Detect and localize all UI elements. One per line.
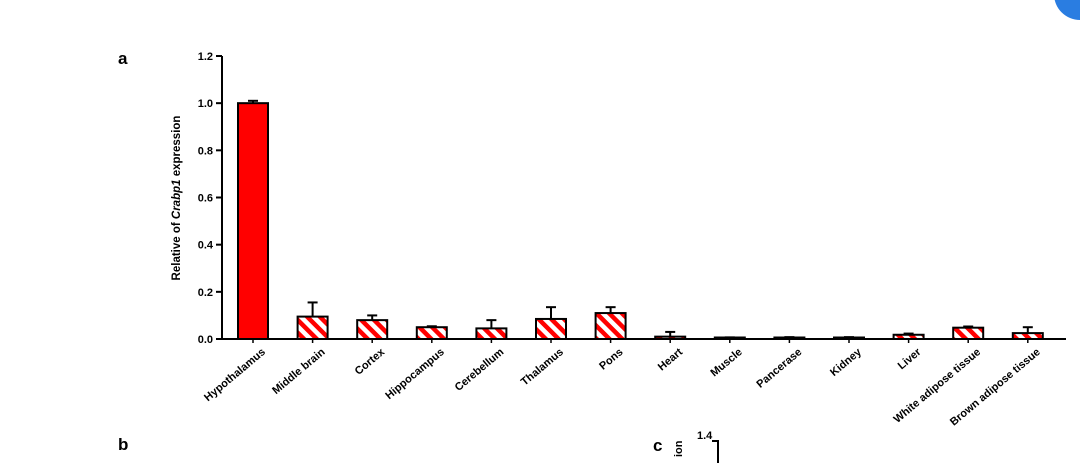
corner-blue-circle-icon	[1054, 0, 1080, 20]
chart-a-error-bars	[248, 99, 1033, 339]
y-tick-label: 0.6	[198, 193, 213, 205]
chart-a-bars	[237, 102, 1044, 341]
bar-cerebellum	[475, 327, 508, 341]
panel-c-label: c	[653, 436, 662, 455]
y-label-suffix: expression	[171, 116, 183, 180]
bar-brown-adipose-tissue	[1011, 332, 1044, 340]
x-category-label: Muscle	[708, 346, 744, 379]
chart-a-x-labels: Hypothalamus Middle brain CortexHippocampu…	[202, 339, 1043, 428]
chart-a: 0.0 0.2 0.4 0.6 0.8 1.0 1.2 Hypothalamus Middle…	[171, 51, 1066, 428]
bar-heart	[654, 335, 687, 340]
x-category-label: Middle brain	[270, 346, 328, 397]
x-category-label: Pons	[597, 346, 625, 372]
y-label-gene: Crabp1	[171, 179, 183, 219]
bar-white-adipose-tissue	[952, 326, 985, 340]
x-category-label: Heart	[656, 346, 686, 373]
x-category-label: Pancerase	[754, 346, 804, 391]
chart-c-tick-label: 1.4	[697, 430, 713, 442]
bar-hippocampus	[415, 326, 448, 341]
y-tick-label: 0.2	[198, 287, 213, 299]
x-category-label: Thalamus	[519, 346, 566, 388]
x-category-label: Kidney	[828, 346, 864, 379]
bar-middle-brain	[296, 315, 329, 340]
y-tick-label: 0.0	[198, 334, 213, 346]
bar-liver	[892, 333, 925, 341]
bar-thalamus	[535, 317, 567, 340]
chart-a-axes	[221, 56, 1066, 340]
chart-a-y-ticks: 0.0 0.2 0.4 0.6 0.8 1.0 1.2	[198, 51, 222, 346]
panel-a-label: a	[118, 49, 128, 68]
chart-a-y-axis-label: Relative of Crabp1 expression	[171, 116, 183, 281]
y-tick-label: 1.2	[198, 51, 213, 63]
y-tick-label: 0.8	[198, 145, 213, 157]
x-category-label: Cortex	[353, 346, 388, 378]
chart-c: ion 1.4	[673, 430, 719, 463]
panel-b-label: b	[118, 435, 128, 454]
bar-pons	[594, 312, 627, 340]
chart-c-y-axis-label: ion	[673, 440, 685, 457]
chart-c-axis-line	[712, 440, 719, 463]
bar-cortex	[356, 319, 389, 340]
y-tick-label: 1.0	[198, 98, 213, 110]
x-category-label: Hypothalamus	[202, 346, 268, 404]
x-category-label: Liver	[896, 346, 924, 373]
x-category-label: Hippocampus	[383, 346, 446, 402]
y-label-prefix: Relative of	[171, 219, 183, 280]
bar-hypothalamus	[237, 102, 269, 340]
x-category-label: Cerebellum	[453, 346, 507, 394]
y-tick-label: 0.4	[198, 240, 214, 252]
